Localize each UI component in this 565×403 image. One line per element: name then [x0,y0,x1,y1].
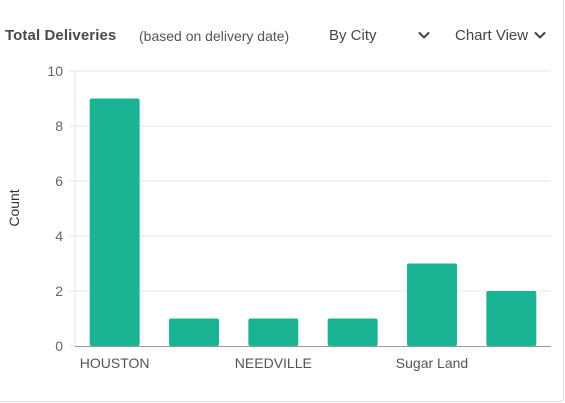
view-mode-select-value: Chart View [455,27,529,44]
grid-lines [75,70,551,292]
view-mode-select[interactable]: Chart View [455,27,551,49]
bar[interactable] [248,318,299,347]
chart-area: 0 2 4 6 8 10 HOUSTON NEEDVILLE Sugar Land Count [0,55,564,375]
group-by-select-value: By City [329,27,377,44]
chart-subtitle: (based on delivery date) [139,28,290,44]
chevron-down-icon [534,32,546,39]
chart-header: Total Deliveries (based on delivery date… [0,0,564,60]
chevron-down-icon [418,32,430,39]
y-tick-label: 2 [55,283,63,299]
bar[interactable] [407,263,457,347]
x-tick-label: HOUSTON [80,355,150,371]
bars [89,98,537,347]
x-axis-ticks: HOUSTON NEEDVILLE Sugar Land [80,355,468,371]
group-by-select[interactable]: By City [329,27,433,49]
y-tick-label: 10 [47,63,63,79]
bar[interactable] [327,318,378,347]
y-tick-label: 4 [55,228,63,244]
x-tick-label: Sugar Land [396,355,468,371]
bar[interactable] [169,318,219,347]
y-tick-label: 6 [55,173,63,189]
y-tick-label: 8 [55,118,63,134]
x-axis [74,71,551,347]
y-axis-ticks: 0 2 4 6 8 10 [47,63,75,354]
y-axis-label: Count [6,189,22,226]
bar[interactable] [89,98,140,347]
chart-title: Total Deliveries [5,27,117,44]
bar-chart: 0 2 4 6 8 10 HOUSTON NEEDVILLE Sugar Land Count [6,63,551,371]
y-tick-label: 0 [55,338,63,354]
x-tick-label: NEEDVILLE [235,355,312,371]
bar[interactable] [486,291,537,346]
